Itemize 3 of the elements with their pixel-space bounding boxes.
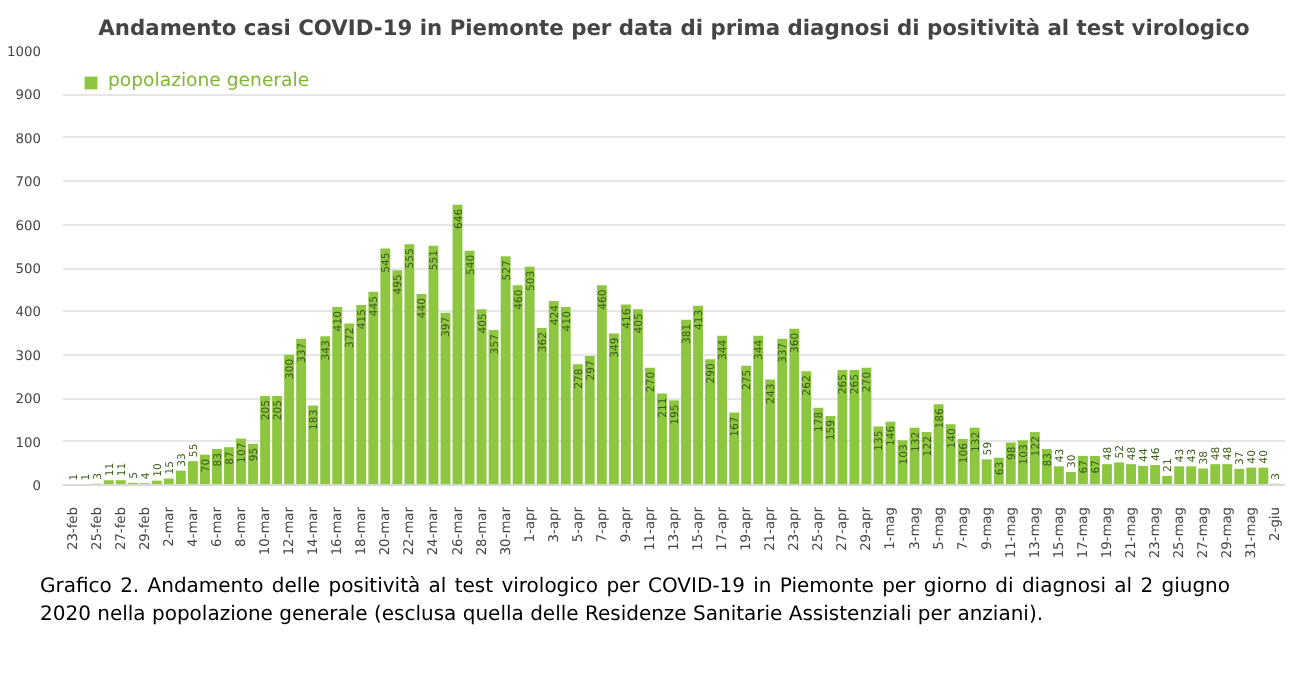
legend-label: popolazione generale (108, 70, 310, 92)
text: Grafico 2. Andamento delle positività al test virologico per COVID-19 in Piemonte per giorno di diagnosi al 2 giugno 2020 nella popolazione generale (esclusa quella delle Residenze Sanitarie Assistenziali per anziani). (40, 574, 1230, 631)
chart-title: Andamento casi COVID-19 in Piemonte per data di prima diagnosi di positività al test virologico (98, 15, 1250, 41)
